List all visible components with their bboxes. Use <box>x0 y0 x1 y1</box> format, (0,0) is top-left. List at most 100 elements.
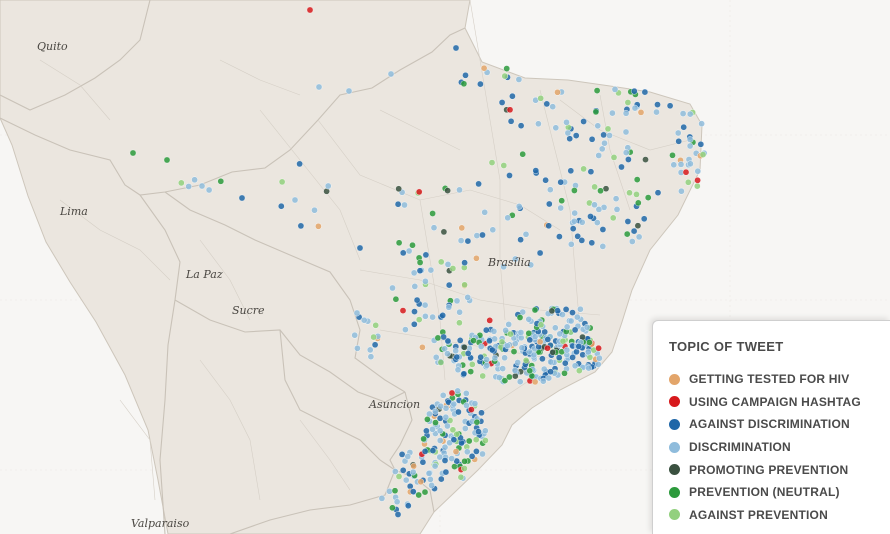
tweet-point <box>461 457 468 465</box>
legend-item-against-prevention[interactable]: AGAINST PREVENTION <box>669 504 890 527</box>
legend-item-hashtag[interactable]: USING CAMPAIGN HASHTAG <box>669 391 890 414</box>
tweet-point <box>238 194 246 202</box>
tweet-point <box>541 328 549 336</box>
tweet-point <box>404 453 412 460</box>
city-label-asuncion: Asuncion <box>369 398 421 411</box>
tweet-point <box>457 237 465 244</box>
tweet-point <box>370 333 377 341</box>
tweet-point <box>437 475 445 483</box>
tweet-point <box>501 377 509 384</box>
tweet-point <box>679 110 687 117</box>
tweet-point <box>562 306 570 313</box>
tweet-point <box>356 244 364 252</box>
tweet-point <box>561 369 568 377</box>
tweet-point <box>463 402 470 409</box>
tweet-point <box>694 167 702 175</box>
tweet-point <box>464 294 472 301</box>
tweet-point <box>462 72 469 79</box>
tweet-point <box>449 426 457 434</box>
tweet-point <box>575 343 583 350</box>
legend-item-prevention-neutral[interactable]: PREVENTION (NEUTRAL) <box>669 481 890 504</box>
tweet-point <box>682 168 690 176</box>
tweet-point <box>580 165 587 173</box>
tweet-point <box>599 226 607 233</box>
tweet-point <box>577 305 584 313</box>
tweet-point <box>571 187 578 194</box>
tweet-point <box>437 359 445 366</box>
tweet-point <box>686 110 694 118</box>
tweet-point <box>597 187 604 195</box>
tweet-point <box>609 109 616 117</box>
tweet-point <box>442 413 450 421</box>
tweet-point <box>453 353 461 361</box>
tweet-point <box>461 425 469 432</box>
tweet-point <box>503 65 511 72</box>
tweet-point <box>480 64 488 72</box>
tweet-point <box>511 367 519 374</box>
tweet-point <box>598 145 606 153</box>
tweet-point <box>633 191 640 198</box>
tweet-point <box>517 122 525 129</box>
tweet-point <box>500 263 507 271</box>
tweet-point <box>586 339 593 346</box>
tweet-point <box>540 365 548 373</box>
tweet-point <box>464 350 472 357</box>
tweet-point <box>472 436 480 444</box>
tweet-point <box>351 331 359 339</box>
tweet-point <box>677 161 685 168</box>
tweet-point <box>595 206 603 213</box>
tweet-point <box>481 208 489 216</box>
tweet-point <box>460 80 468 88</box>
legend-item-against-discrimination[interactable]: AGAINST DISCRIMINATION <box>669 413 890 436</box>
tweet-point <box>674 129 682 137</box>
tweet-point <box>552 124 560 132</box>
tweet-point <box>306 6 314 14</box>
tweet-point <box>535 120 542 128</box>
legend-item-discrimination[interactable]: DISCRIMINATION <box>669 436 890 459</box>
tweet-point <box>454 387 462 395</box>
tweet-point <box>525 315 533 323</box>
tweet-point <box>678 187 685 195</box>
tweet-point <box>395 239 403 247</box>
city-label-la-paz: La Paz <box>186 268 223 281</box>
tweet-point <box>554 307 561 315</box>
legend-label-prevention-neutral: PREVENTION (NEUTRAL) <box>689 485 840 500</box>
tweet-point <box>536 338 544 346</box>
legend-swatch-tested <box>669 373 680 385</box>
tweet-point <box>697 140 705 148</box>
tweet-point <box>434 334 442 342</box>
tweet-point <box>545 222 553 230</box>
tweet-point <box>525 329 533 337</box>
tweet-point <box>694 182 701 190</box>
tweet-point <box>510 348 518 355</box>
tweet-point <box>578 237 586 244</box>
legend-panel: TOPIC OF TWEET GETTING TESTED FOR HIV US… <box>652 320 890 534</box>
tweet-point <box>345 87 353 95</box>
tweet-point <box>635 199 642 207</box>
tweet-point <box>427 266 435 274</box>
legend-item-tested[interactable]: GETTING TESTED FOR HIV <box>669 368 890 391</box>
tweet-point <box>464 237 472 245</box>
legend-item-promoting-prevention[interactable]: PROMOTING PREVENTION <box>669 458 890 481</box>
tweet-points-layer <box>129 6 708 518</box>
tweet-point <box>583 323 591 331</box>
tweet-point <box>519 150 527 158</box>
tweet-point <box>452 44 460 52</box>
tweet-point <box>515 203 523 210</box>
tweet-point <box>467 368 475 375</box>
tweet-point <box>437 402 444 410</box>
tweet-point <box>591 183 598 191</box>
tweet-point <box>488 159 496 166</box>
tweet-point <box>629 238 636 245</box>
tweet-point <box>185 183 192 190</box>
tweet-point <box>315 222 322 230</box>
tweet-point <box>392 295 400 303</box>
tweet-point <box>477 343 485 350</box>
tweet-point <box>536 249 544 257</box>
tweet-point <box>569 354 576 361</box>
tweet-point <box>163 156 171 164</box>
tweet-point <box>522 230 530 238</box>
tweet-point <box>436 453 444 461</box>
